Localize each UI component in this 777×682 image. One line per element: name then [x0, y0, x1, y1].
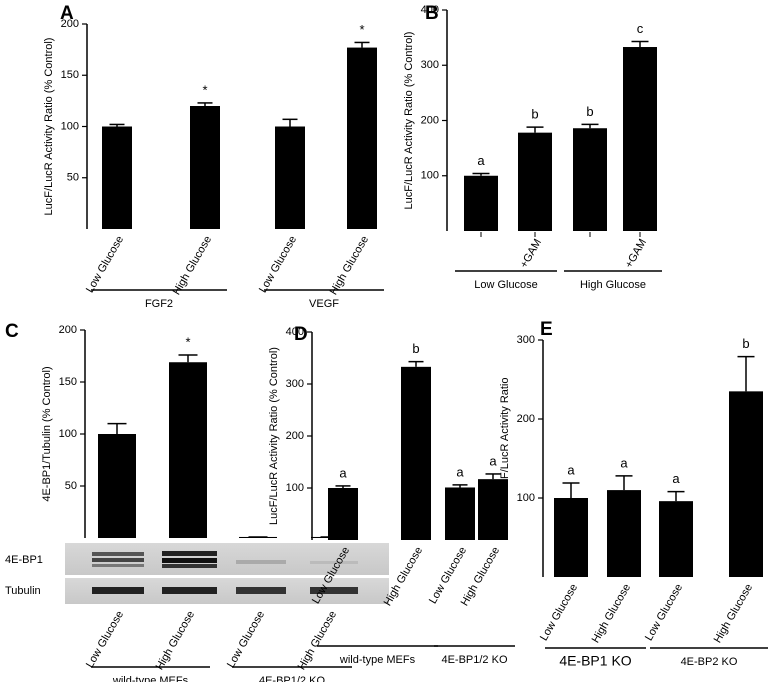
western-blot: [65, 543, 389, 604]
x-tick-label: Low Glucose: [225, 609, 267, 670]
annotation: b: [742, 336, 749, 351]
x-tick-label: High Glucose: [590, 582, 633, 645]
bar: [607, 490, 641, 577]
group-label: 4E-BP1/2 KO: [441, 654, 507, 666]
y-axis-label: LucF/LucR Activity Ratio (% Control): [403, 32, 415, 210]
y-tick-label: 200: [286, 430, 304, 442]
annotation: a: [339, 465, 347, 480]
x-tick-label: Low Glucose: [257, 234, 299, 295]
group-label: FGF2: [145, 298, 173, 310]
y-tick-label: 400: [421, 4, 439, 16]
x-tick-label: High Glucose: [328, 234, 371, 297]
panel-label: B: [425, 3, 439, 24]
group-label: High Glucose: [580, 279, 646, 291]
annotation: a: [672, 471, 680, 486]
x-tick-label: Low Glucose: [84, 609, 126, 670]
bar: [98, 434, 136, 538]
group-label: wild-type MEFs: [112, 675, 189, 682]
x-tick-label: High Glucose: [171, 234, 214, 297]
y-tick-label: 50: [65, 480, 77, 492]
y-tick-label: 100: [517, 492, 535, 504]
annotation: *: [202, 82, 207, 97]
panel-label: C: [5, 321, 19, 342]
y-tick-label: 100: [286, 482, 304, 494]
bar: [275, 126, 305, 229]
y-tick-label: 200: [421, 114, 439, 126]
y-tick-label: 100: [59, 428, 77, 440]
y-tick-label: 300: [421, 59, 439, 71]
annotation: b: [412, 341, 419, 356]
annotation: a: [456, 464, 464, 479]
annotation: a: [620, 455, 628, 470]
y-axis-label: LucF/LucR Activity Ratio (% Control): [43, 38, 55, 216]
x-tick-label: +GAM: [623, 237, 649, 270]
y-tick-label: 150: [59, 376, 77, 388]
y-tick-label: 300: [286, 378, 304, 390]
x-tick-label: +GAM: [518, 237, 544, 270]
annotation: *: [359, 22, 364, 37]
y-axis-label: Relative LucF/LucR Activity Ratio: [499, 377, 511, 539]
bar: [554, 498, 588, 577]
group-label: 4E-BP1/2 KO: [259, 675, 325, 682]
bar: [190, 106, 220, 229]
bar: [169, 362, 207, 538]
bar: [328, 488, 358, 540]
x-tick-label: High Glucose: [712, 582, 755, 645]
bar: [478, 479, 508, 540]
blot-label: 4E-BP1: [5, 554, 43, 566]
annotation: a: [567, 462, 575, 477]
x-tick-label: High Glucose: [154, 609, 197, 672]
annotation: c: [637, 21, 644, 36]
bar: [518, 132, 552, 231]
x-tick-label: Low Glucose: [84, 234, 126, 295]
bar: [659, 501, 693, 577]
bar: [445, 487, 475, 540]
bar: [464, 175, 498, 231]
y-tick-label: 400: [286, 326, 304, 338]
annotation: b: [531, 107, 538, 122]
bar: [401, 366, 431, 540]
panel-label: E: [540, 319, 553, 340]
x-tick-label: Low Glucose: [538, 582, 580, 643]
annotation: *: [185, 334, 190, 349]
y-axis-label: LucF/LucR Activity Ratio (% Control): [268, 347, 280, 525]
panel-label: D: [294, 324, 308, 345]
group-label: wild-type MEFs: [339, 654, 416, 666]
group-label: 4E-BP2 KO: [681, 656, 738, 668]
group-label: VEGF: [309, 298, 339, 310]
y-tick-label: 100: [61, 120, 79, 132]
y-tick-label: 150: [61, 69, 79, 81]
x-tick-label: Low Glucose: [643, 582, 685, 643]
annotation: a: [477, 153, 485, 168]
y-tick-label: 300: [517, 334, 535, 346]
bar: [623, 47, 657, 231]
bar: [102, 126, 132, 229]
annotation: a: [489, 453, 497, 468]
bar: [729, 391, 763, 577]
y-tick-label: 200: [517, 413, 535, 425]
annotation: b: [586, 104, 593, 119]
panel-label: A: [60, 3, 74, 24]
y-tick-label: 200: [61, 18, 79, 30]
blot-label: Tubulin: [5, 585, 41, 597]
bar: [347, 47, 377, 230]
y-axis-label: 4E-BP1/Tubulin (% Control): [41, 366, 53, 501]
x-tick-label: High Glucose: [296, 609, 339, 672]
group-label: Low Glucose: [474, 279, 538, 291]
y-tick-label: 200: [59, 324, 77, 336]
y-tick-label: 100: [421, 170, 439, 182]
y-tick-label: 50: [67, 172, 79, 184]
group-label: 4E-BP1 KO: [559, 653, 631, 669]
bar: [573, 128, 607, 231]
